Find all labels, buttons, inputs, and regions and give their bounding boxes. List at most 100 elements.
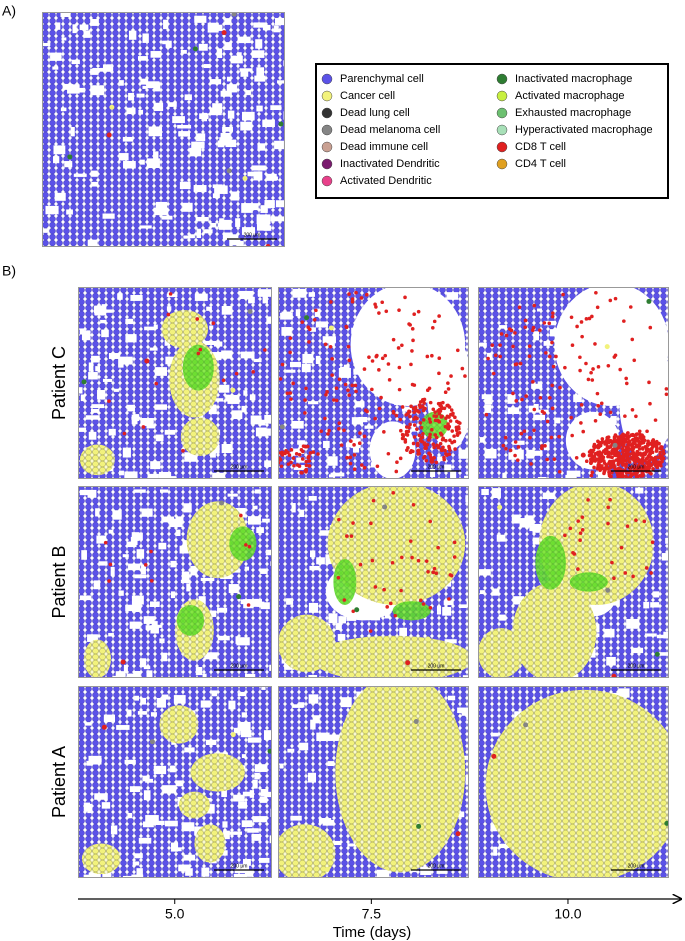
gap [183,235,191,239]
t-cell [400,405,405,409]
gap [146,425,156,429]
t-cell [380,300,385,305]
t-cell [620,443,624,447]
t-cell [347,358,352,363]
t-cell [373,585,378,589]
legend-swatch [321,158,333,170]
gap [466,713,469,720]
t-cell [576,519,580,523]
gap [185,868,193,876]
gap [297,440,306,445]
t-cell [448,573,453,577]
t-cell [410,327,415,331]
t-cell [627,441,631,446]
tumor [178,791,210,819]
gap [162,40,167,45]
t-cell [447,424,452,429]
gap [264,414,272,424]
t-cell [519,431,524,436]
t-cell [348,461,353,466]
t-cell [498,354,503,359]
gap [656,634,667,639]
t-cell [551,364,556,369]
gap [175,780,184,787]
gap [151,621,158,627]
t-cell [375,464,380,469]
gap [170,591,176,599]
t-cell [661,451,666,456]
gap [312,715,320,724]
gap [173,695,186,704]
gap [209,79,222,85]
legend-swatch [321,124,333,136]
t-cell [538,328,542,333]
gap [247,171,258,177]
t-cell [413,405,418,410]
gap [204,652,218,660]
gap [141,508,153,517]
gap [507,394,516,404]
t-cell [431,570,436,575]
gap [444,639,457,644]
gap [241,677,255,678]
legend-label: Hyperactivated macrophage [515,124,653,136]
t-cell [664,392,669,397]
t-cell [352,467,357,472]
gap [129,621,141,629]
t-cell [650,540,655,545]
t-cell [143,563,148,567]
gap [136,549,145,559]
t-cell [437,356,442,361]
t-cell [645,429,649,434]
t-cell [581,429,586,434]
t-cell [633,467,638,472]
t-cell [436,545,440,550]
t-cell [447,597,451,601]
cell [267,748,272,754]
t-cell [600,440,605,444]
gap [96,535,107,544]
t-cell [460,366,465,371]
gap [113,675,122,678]
gap [208,405,217,415]
t-cell [590,378,595,382]
gap [411,423,417,432]
t-cell [351,521,355,525]
gap [327,456,338,466]
t-cell [428,400,433,405]
t-cell [528,435,532,440]
gap [237,721,251,731]
t-cell [149,549,153,554]
gap [238,801,248,809]
cell [354,607,360,613]
t-cell [284,449,288,453]
gap [236,637,250,646]
gap [229,234,239,239]
t-cell [359,296,364,300]
gap [340,697,352,708]
t-cell [408,422,412,427]
gap [335,623,342,630]
gap [142,775,150,782]
t-cell [584,361,588,366]
t-cell [330,357,334,361]
t-cell [619,434,624,438]
t-cell [606,363,611,368]
gap [308,292,315,297]
gap [87,489,97,498]
t-cell [656,441,660,446]
macrophages [182,344,214,391]
t-cell [633,454,638,459]
t-cell [596,443,601,447]
gap [247,516,261,525]
scale-label: 200 μm [231,663,248,669]
gap [168,476,177,479]
tumor [485,689,669,878]
t-cell [549,435,554,440]
t-cell [386,362,391,366]
t-cell [637,429,642,434]
gap [668,325,669,333]
gap [81,330,91,341]
cell [101,724,107,730]
empty-region [619,344,669,460]
